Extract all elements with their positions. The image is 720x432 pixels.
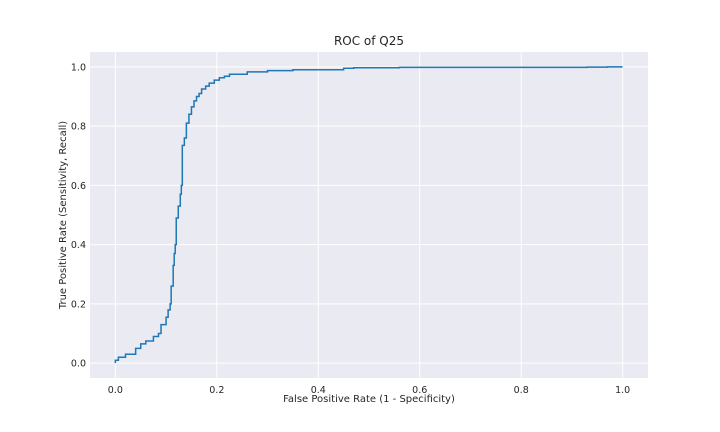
x-tick-label: 1.0 — [615, 385, 630, 396]
x-tick-label: 0.0 — [108, 385, 123, 396]
chart-title: ROC of Q25 — [334, 34, 404, 48]
x-tick-label: 0.4 — [311, 385, 326, 396]
roc-curve — [114, 66, 623, 364]
y-tick-label: 0.8 — [71, 122, 86, 133]
y-tick-label: 0.2 — [71, 299, 86, 310]
x-axis-label: False Positive Rate (1 - Specificity) — [283, 394, 455, 405]
y-tick-label: 1.0 — [71, 62, 86, 73]
x-tick-label: 0.8 — [514, 385, 529, 396]
y-tick-label: 0.4 — [71, 240, 86, 251]
y-axis-label: True Positive Rate (Sensitivity, Recall) — [58, 121, 69, 310]
grid — [90, 52, 648, 378]
x-tick-label: 0.6 — [412, 385, 427, 396]
y-tick-label: 0.0 — [71, 359, 86, 370]
y-tick-label: 0.6 — [71, 181, 86, 192]
curve-layer — [114, 66, 623, 364]
plot-background — [90, 52, 648, 378]
tick-labels: 0.0 0.2 0.4 0.6 0.8 1.0 0.0 0.2 0.4 0.6 0.8 1.0 — [71, 62, 630, 396]
x-tick-label: 0.2 — [209, 385, 224, 396]
